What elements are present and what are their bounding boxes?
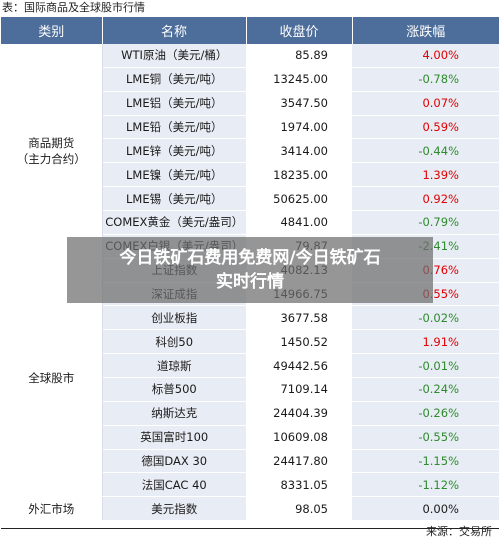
cell-name: LME铅（美元/吨） [102,115,246,140]
header-price: 收盘价 [246,17,353,44]
header-row: 类别 名称 收盘价 涨跌幅 [1,17,499,44]
table-row: LME铝（美元/吨） 3547.50 0.07% [1,91,499,116]
cell-change: 4.00% [352,44,499,68]
category-commodity-line1: 商品期货 [28,135,75,150]
category-commodity: 商品期货 （主力合约） [1,44,103,259]
cell-change: 1.39% [352,162,499,188]
cell-price: 3677.58 [246,305,352,331]
source-note: 来源：交易所 [426,525,492,538]
table-row: LME铜（美元/吨） 13245.00 -0.78% [1,67,499,92]
header-name: 名称 [102,17,247,44]
cell-price: 1450.52 [246,329,352,355]
cell-price: 7109.14 [246,377,352,402]
table-caption: 表：国际商品及全球股市行情 [2,1,145,14]
table-row: 纳斯达克 24404.39 -0.26% [1,401,499,426]
category-commodity-line2: （主力合约） [16,151,86,166]
cell-change: -0.26% [352,401,499,426]
cell-name: 科创50 [102,329,246,355]
cell-name: 德国DAX 30 [102,449,246,474]
table-row: LME锌（美元/吨） 3414.00 -0.44% [1,138,499,164]
cell-price: 13245.00 [246,67,352,92]
cell-name: LME镍（美元/吨） [102,162,246,188]
table-row: LME铅（美元/吨） 1974.00 0.59% [1,115,499,140]
cell-change: 0.59% [352,115,499,140]
overlay-line2: 实时行情 [216,272,284,292]
table-row: 标普500 7109.14 -0.24% [1,377,499,402]
cell-change: -0.79% [352,210,499,235]
overlay-line1: 今日铁矿石费用免费网/今日铁矿石 [119,248,381,268]
cell-price: 50625.00 [246,186,352,212]
table-row: 德国DAX 30 24417.80 -1.15% [1,449,499,474]
cell-name: 美元指数 [102,496,246,522]
cell-name: LME锡（美元/吨） [102,186,246,212]
overlay-text: 今日铁矿石费用免费网/今日铁矿石 实时行情 [67,246,433,294]
cell-change: -0.01% [352,353,499,379]
cell-change: 0.07% [352,91,499,116]
cell-name: 纳斯达克 [102,401,246,426]
table-row: LME镍（美元/吨） 18235.00 1.39% [1,162,499,188]
cell-change: -0.02% [352,305,499,331]
cell-price: 49442.56 [246,353,352,379]
cell-price: 4841.00 [246,210,352,235]
table-row: COMEX黄金（美元/盎司） 4841.00 -0.79% [1,210,499,235]
cell-name: COMEX黄金（美元/盎司） [102,210,246,235]
cell-name: LME铝（美元/吨） [102,91,246,116]
cell-name: LME锌（美元/吨） [102,138,246,164]
bottom-rule [1,528,499,529]
cell-price: 24404.39 [246,401,352,426]
cell-price: 98.05 [246,496,352,522]
cell-name: 法国CAC 40 [102,472,246,498]
cell-name: LME铜（美元/吨） [102,67,246,92]
table-row: LME锡（美元/吨） 50625.00 0.92% [1,186,499,212]
cell-name: 英国富时100 [102,425,246,450]
cell-change: -0.44% [352,138,499,164]
table-row: 科创50 1450.52 1.91% [1,329,499,355]
cell-change: -0.55% [352,425,499,450]
cell-name: 创业板指 [102,305,246,331]
cell-name: 道琼斯 [102,353,246,379]
table-row: 外汇市场 美元指数 98.05 0.00% [1,496,499,522]
cell-change: -1.12% [352,472,499,498]
table-row: 英国富时100 10609.08 -0.55% [1,425,499,450]
table-row: 商品期货 （主力合约） WTI原油（美元/桶） 85.89 4.00% [1,44,499,259]
cell-price: 85.89 [246,44,352,68]
cell-price: 3414.00 [246,138,352,164]
cell-name: WTI原油（美元/桶） [102,44,246,68]
cell-price: 1974.00 [246,115,352,140]
cell-change: -0.78% [352,67,499,92]
watermark-overlay: 今日铁矿石费用免费网/今日铁矿石 实时行情 [67,237,433,303]
cell-price: 18235.00 [246,162,352,188]
cell-price: 8331.05 [246,472,352,498]
cell-name: 标普500 [102,377,246,402]
header-change: 涨跌幅 [352,17,499,44]
cell-change: 1.91% [352,329,499,355]
header-category: 类别 [1,17,103,44]
cell-price: 3547.50 [246,91,352,116]
table-row: 法国CAC 40 8331.05 -1.12% [1,472,499,498]
cell-price: 10609.08 [246,425,352,450]
category-fx: 外汇市场 [1,496,103,522]
cell-change: 0.00% [352,496,499,522]
cell-change: -1.15% [352,449,499,474]
table-row: 创业板指 3677.58 -0.02% [1,305,499,331]
cell-change: 0.92% [352,186,499,212]
cell-change: -0.24% [352,377,499,402]
table-row: 道琼斯 49442.56 -0.01% [1,353,499,379]
cell-price: 24417.80 [246,449,352,474]
